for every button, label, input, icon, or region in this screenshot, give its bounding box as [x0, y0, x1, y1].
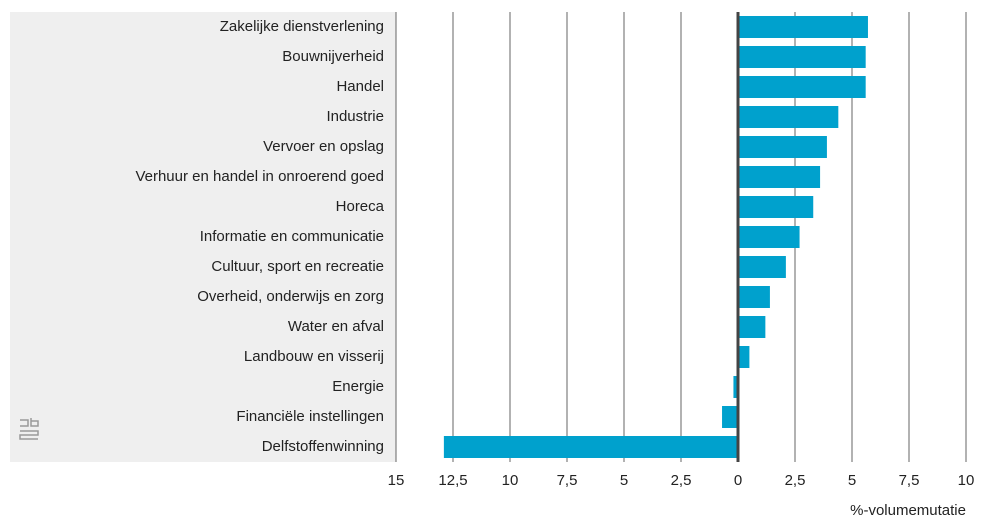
x-tick-label: 5	[620, 472, 628, 489]
x-tick-label: 0	[734, 472, 742, 489]
bar	[738, 316, 766, 338]
y-tick-label: Cultuur, sport en recreatie	[211, 258, 384, 275]
x-tick-label: 2,5	[785, 472, 806, 489]
y-tick-label: Delfstoffenwinning	[262, 438, 384, 455]
y-tick-label: Zakelijke dienstverlening	[220, 18, 384, 35]
y-tick-label: Financiële instellingen	[236, 408, 384, 425]
bar	[738, 346, 750, 368]
y-tick-label: Vervoer en opslag	[263, 138, 384, 155]
bar	[443, 436, 738, 458]
x-tick-label: 10	[958, 472, 975, 489]
bar	[738, 136, 827, 158]
y-tick-label: Handel	[336, 78, 384, 95]
label-panel	[10, 12, 396, 462]
x-tick-label: 5	[848, 472, 856, 489]
x-tick-label: 2,5	[671, 472, 692, 489]
x-tick-label: 7,5	[899, 472, 920, 489]
y-tick-label: Energie	[332, 378, 384, 395]
x-tick-label: 10	[502, 472, 519, 489]
bar	[738, 16, 868, 38]
x-tick-label: 7,5	[557, 472, 578, 489]
bar	[738, 46, 866, 68]
y-tick-label: Landbouw en visserij	[244, 348, 384, 365]
y-tick-label: Water en afval	[288, 318, 384, 335]
bar	[733, 376, 738, 398]
bar	[738, 166, 821, 188]
y-tick-label: Informatie en communicatie	[200, 228, 384, 245]
bar	[722, 406, 738, 428]
x-tick-label: 15	[388, 472, 405, 489]
bar	[738, 256, 786, 278]
bar	[738, 286, 770, 308]
y-tick-label: Horeca	[336, 198, 385, 215]
y-tick-label: Verhuur en handel in onroerend goed	[135, 168, 384, 185]
y-tick-label: Industrie	[326, 108, 384, 125]
y-tick-label: Overheid, onderwijs en zorg	[197, 288, 384, 305]
bar	[738, 196, 814, 218]
x-axis-label: %-volumemutatie	[850, 502, 966, 519]
y-tick-label: Bouwnijverheid	[282, 48, 384, 65]
x-tick-label: 12,5	[438, 472, 467, 489]
logo	[19, 418, 39, 440]
bar	[738, 76, 866, 98]
bar	[738, 106, 839, 128]
bar	[738, 226, 800, 248]
